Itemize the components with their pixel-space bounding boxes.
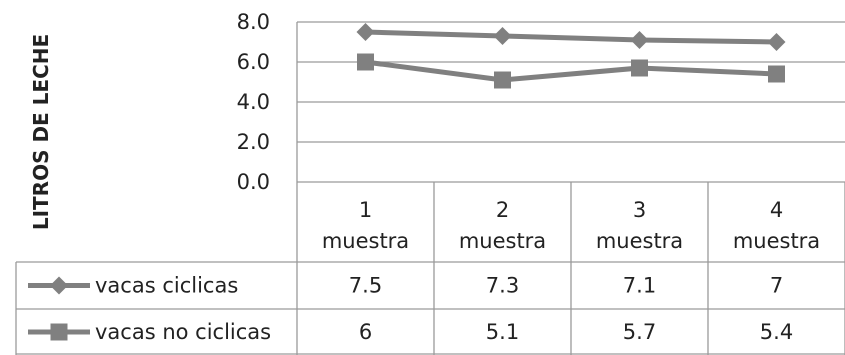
y-axis-ticks: 0.0 2.0 4.0 6.0 8.0 xyxy=(237,10,270,194)
table-value-cell: 7.5 xyxy=(349,274,382,298)
series-line-0 xyxy=(365,29,777,45)
y-tick-label: 6.0 xyxy=(237,50,270,74)
diamond-point xyxy=(356,23,375,41)
series-line-1 xyxy=(365,59,777,83)
table-value-cell: 7.1 xyxy=(623,274,656,298)
series-lines xyxy=(356,23,786,89)
square-point xyxy=(494,71,511,89)
legend-square-marker xyxy=(50,323,68,341)
plot-gridlines xyxy=(296,21,845,183)
square-point xyxy=(357,53,374,71)
square-point xyxy=(768,65,785,83)
table-value-cell: 5.7 xyxy=(623,320,656,344)
y-tick-label: 8.0 xyxy=(237,10,270,34)
table-value-cell: 7.3 xyxy=(486,274,519,298)
table-value-cell: 6 xyxy=(359,320,372,344)
diamond-point xyxy=(630,31,649,49)
square-point xyxy=(631,59,648,77)
y-tick-label: 0.0 xyxy=(237,170,270,194)
diamond-point xyxy=(493,27,512,45)
y-tick-label: 2.0 xyxy=(237,130,270,154)
legend-label-0: vacas ciclicas xyxy=(95,274,238,298)
x-category-label: 3 muestra xyxy=(596,198,683,253)
diamond-point xyxy=(767,33,786,51)
legend-diamond-marker xyxy=(50,276,68,295)
data-table: 1 muestra 2 muestra 3 muestra 4 muestra vacas ci… xyxy=(15,182,845,355)
legend-label-1: vacas no ciclicas xyxy=(95,320,271,344)
table-value-cell: 5.4 xyxy=(760,320,793,344)
table-value-cell: 5.1 xyxy=(486,320,519,344)
x-category-label: 4 muestra xyxy=(733,198,820,253)
y-axis-label: LITROS DE LECHE xyxy=(29,34,53,230)
x-category-label: 1 muestra xyxy=(322,198,409,253)
x-category-label: 2 muestra xyxy=(459,198,546,253)
table-value-cell: 7 xyxy=(770,274,783,298)
y-tick-label: 4.0 xyxy=(237,90,270,114)
